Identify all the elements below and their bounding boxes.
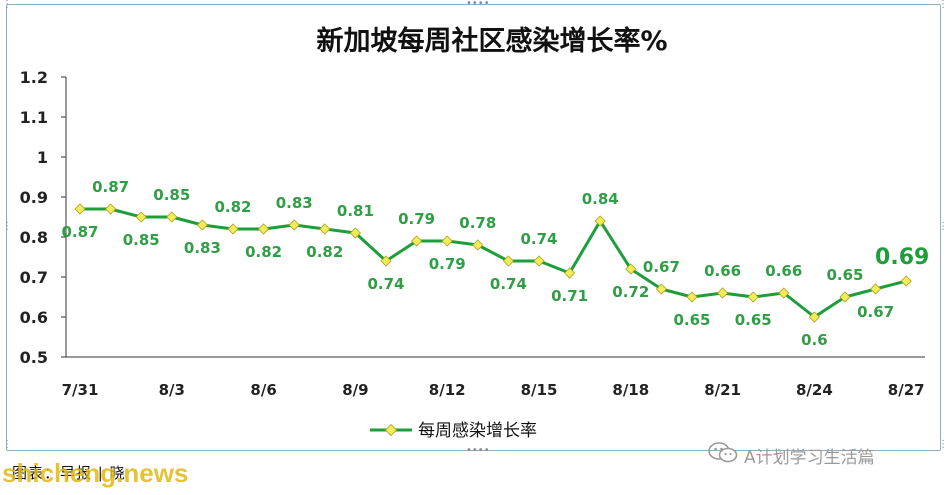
wechat-watermark: A计划学习生活篇 — [708, 442, 875, 469]
x-tick-label: 8/3 — [159, 381, 185, 399]
data-point-marker — [349, 227, 361, 239]
wechat-icon — [708, 442, 738, 469]
data-label: 0.74 — [490, 275, 527, 293]
data-label: 0.79 — [429, 255, 466, 273]
data-label: 0.82 — [214, 198, 251, 216]
data-point-marker — [135, 211, 147, 223]
data-point-marker — [380, 255, 392, 267]
x-tick-label: 8/21 — [704, 381, 741, 399]
data-point-marker — [105, 203, 117, 215]
data-point-marker — [686, 291, 698, 303]
resize-handle-right[interactable]: ⋮ — [938, 221, 948, 232]
data-point-marker — [655, 283, 667, 295]
data-label: 0.74 — [367, 275, 404, 293]
data-point-marker — [808, 311, 820, 323]
data-point-marker — [625, 263, 637, 275]
x-tick-label: 8/15 — [521, 381, 558, 399]
resize-handle-bottom-right[interactable]: ⋮ — [938, 439, 948, 450]
data-label: 0.79 — [398, 210, 435, 228]
data-label: 0.72 — [612, 283, 649, 301]
resize-handle-top-left[interactable]: ⋮ — [2, 0, 12, 10]
data-point-marker — [166, 211, 178, 223]
y-tick-label: 0.9 — [20, 188, 48, 207]
data-label: 0.84 — [582, 190, 619, 208]
data-label: 0.81 — [337, 202, 374, 220]
data-point-marker — [900, 275, 912, 287]
data-label: 0.83 — [184, 239, 221, 257]
data-point-marker — [839, 291, 851, 303]
data-label: 0.82 — [306, 243, 343, 261]
x-axis: 7/31 8/3 8/6 8/9 8/12 8/15 8/18 8/21 8/24 8/27 — [62, 356, 925, 399]
data-point-marker — [502, 255, 514, 267]
y-tick-label: 1.2 — [20, 68, 48, 87]
data-point-marker — [196, 219, 208, 231]
y-tick-label: 0.8 — [20, 228, 48, 247]
x-tick-label: 8/6 — [250, 381, 276, 399]
x-tick-label: 7/31 — [62, 381, 99, 399]
data-label: 0.66 — [765, 262, 802, 280]
x-tick-label: 8/27 — [888, 381, 925, 399]
y-tick-label: 1.1 — [20, 108, 48, 127]
site-watermark: shicheng.news — [2, 458, 189, 488]
y-axis: 0.5 0.6 0.7 0.8 0.9 1 1.1 1.2 — [20, 68, 67, 367]
data-label: 0.66 — [704, 262, 741, 280]
data-point-marker — [411, 235, 423, 247]
resize-handle-bottom-left[interactable]: ⋮ — [2, 439, 12, 450]
data-point-marker — [533, 255, 545, 267]
legend: 每周感染增长率 — [370, 421, 537, 441]
data-point-marker — [288, 219, 300, 231]
data-label: 0.83 — [276, 194, 313, 212]
data-point-marker — [258, 223, 270, 235]
data-point-marker — [717, 287, 729, 299]
data-point-marker — [319, 223, 331, 235]
data-label: 0.82 — [245, 243, 282, 261]
chart-frame — [6, 4, 941, 451]
data-label: 0.65 — [826, 266, 863, 284]
x-tick-label: 8/24 — [796, 381, 833, 399]
data-point-marker — [441, 235, 453, 247]
resize-handle-bottom[interactable]: •••• — [466, 445, 490, 456]
data-label: 0.87 — [92, 178, 129, 196]
data-label: 0.71 — [551, 287, 588, 305]
data-point-marker — [564, 267, 576, 279]
y-tick-label: 0.5 — [20, 348, 48, 367]
data-label: 0.69 — [875, 245, 929, 270]
data-label: 0.78 — [459, 214, 496, 232]
data-point-marker — [594, 215, 606, 227]
legend-label: 每周感染增长率 — [418, 421, 537, 441]
series-line — [80, 207, 907, 319]
chart-caption: 图表：早报 | 晓 — [12, 464, 126, 482]
data-label: 0.67 — [857, 303, 894, 321]
x-tick-label: 8/9 — [342, 381, 368, 399]
legend-marker-swatch — [384, 423, 398, 437]
data-point-marker — [74, 203, 86, 215]
resize-handle-top[interactable]: •••• — [466, 0, 490, 9]
wechat-account-name: A计划学习生活篇 — [744, 448, 875, 468]
chart-title: 新加坡每周社区感染增长率% — [316, 25, 667, 57]
y-tick-label: 0.6 — [20, 308, 48, 327]
data-point-marker — [227, 223, 239, 235]
data-label: 0.87 — [61, 223, 98, 241]
series-line-group — [74, 203, 912, 323]
data-point-marker — [472, 239, 484, 251]
data-label: 0.65 — [735, 311, 772, 329]
data-label: 0.67 — [643, 258, 680, 276]
data-point-marker — [747, 291, 759, 303]
x-tick-label: 8/12 — [429, 381, 466, 399]
data-label: 0.85 — [123, 231, 160, 249]
x-tick-label: 8/18 — [612, 381, 649, 399]
resize-handle-left[interactable]: ⋮ — [2, 221, 12, 232]
data-label: 0.74 — [520, 230, 557, 248]
data-point-marker — [870, 283, 882, 295]
y-tick-label: 0.7 — [20, 268, 48, 287]
data-point-marker — [778, 287, 790, 299]
data-label: 0.85 — [153, 186, 190, 204]
y-tick-label: 1 — [37, 148, 48, 167]
data-label: 0.65 — [673, 311, 710, 329]
data-label: 0.6 — [801, 331, 828, 349]
data-labels-group: 0.87 0.87 0.85 0.85 0.83 0.82 0.82 0.83 0.82 0.81… — [61, 178, 929, 349]
resize-handle-top-right[interactable]: ⋮ — [938, 0, 948, 10]
